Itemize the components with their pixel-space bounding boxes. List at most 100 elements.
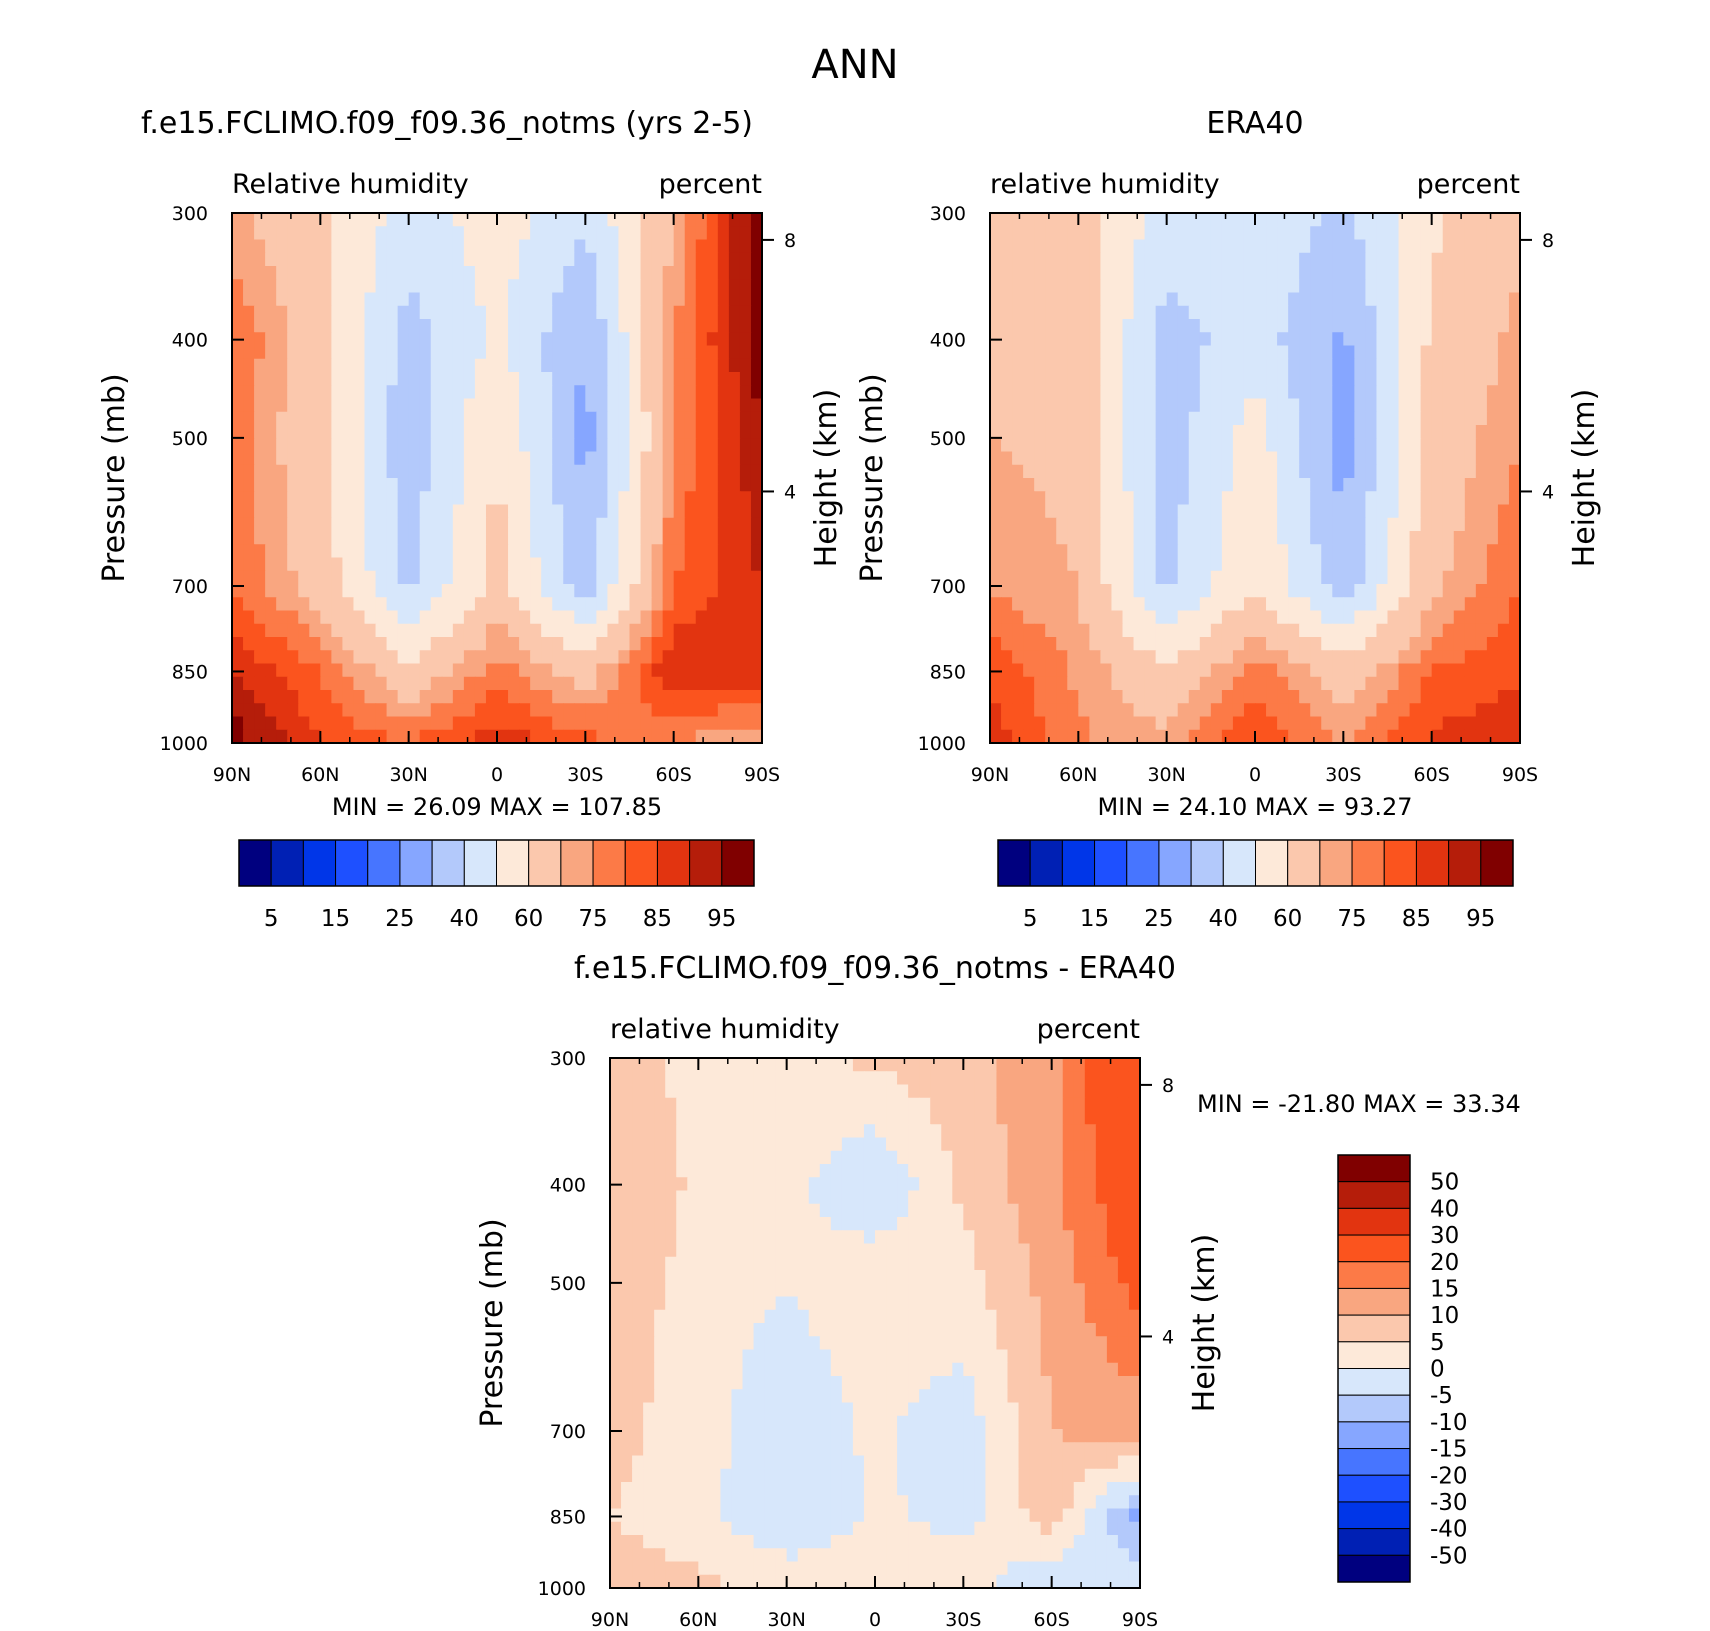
contour-cell [1354,372,1367,386]
contour-cell [265,451,277,466]
contour-cell [331,478,344,492]
contour-cell [1387,703,1400,718]
contour-cell [563,478,575,492]
contour-cell [1188,637,1201,651]
contour-cell [298,438,310,453]
contour-cell [1310,531,1322,545]
contour-cell [1420,425,1433,439]
contour-cell [1431,610,1444,625]
contour-cell [530,491,542,506]
contour-cell [254,345,266,360]
contour-cell [1277,332,1289,347]
contour-cell [342,279,355,294]
contour-cell [563,451,575,466]
contour-cell [1310,239,1322,254]
contour-cell [717,438,730,453]
contour-cell [996,1111,1009,1125]
contour-cell [1073,1071,1086,1086]
contour-cell [1210,319,1223,333]
contour-cell [1034,239,1046,254]
contour-cell [1210,584,1223,598]
contour-cell [739,464,752,479]
contour-cell [1453,279,1466,294]
contour-cell [629,464,642,479]
contour-cell [1155,411,1168,426]
contour-cell [596,504,609,519]
contour-cell [530,305,542,320]
contour-cell [750,372,763,386]
contour-cell [1221,411,1234,426]
contour-cell [1387,544,1400,559]
contour-cell [1475,544,1488,559]
contour-cell [1078,676,1090,691]
contour-cell [908,1124,920,1139]
contour-cell [1365,504,1378,519]
contour-cell [709,1217,722,1231]
contour-cell [750,345,763,360]
contour-cell [1023,226,1035,241]
contour-cell [320,491,332,506]
contour-cell [687,1217,699,1231]
contour-cell [728,584,741,598]
contour-cell [331,557,344,572]
contour-cell [1100,305,1113,320]
contour-cell [320,305,332,320]
contour-cell [841,1164,854,1178]
contour-cell [841,1124,854,1139]
contour-cell [1332,425,1344,439]
contour-cell [596,557,609,572]
contour-cell [1299,305,1311,320]
contour-cell [990,557,1002,572]
contour-cell [287,676,299,691]
contour-cell [750,544,763,559]
contour-cell [1310,266,1322,280]
contour-cell [441,663,454,678]
x-tick-label: 0 [1249,764,1261,786]
contour-cell [673,570,686,585]
contour-cell [629,398,642,413]
contour-cell [753,1323,766,1337]
contour-cell [750,690,763,704]
contour-cell [1111,716,1124,731]
contour-cell [1420,637,1433,651]
contour-cell [651,623,664,638]
contour-cell [819,1164,832,1178]
contour-cell [419,358,432,373]
contour-cell [452,292,465,307]
contour-cell [419,663,432,678]
contour-cell [1018,1256,1031,1271]
contour-cell [651,663,664,678]
contour-cell [610,1111,622,1125]
contour-cell [386,570,399,585]
contour-cell [596,239,609,254]
contour-cell [1288,385,1300,400]
contour-cell [397,663,410,678]
contour-cell [1332,491,1344,506]
contour-cell [254,491,266,506]
contour-cell [419,637,432,651]
contour-cell [353,451,366,466]
contour-cell [1188,252,1201,267]
contour-cell [963,1071,975,1086]
contour-cell [1277,544,1289,559]
contour-cell [1078,703,1090,718]
contour-cell [287,239,299,254]
contour-cell [1106,1124,1119,1139]
contour-cell [665,1058,677,1072]
contour-cell [863,1137,876,1152]
contour-cell [1409,464,1422,479]
contour-cell [673,597,686,612]
contour-cell [1089,584,1102,598]
contour-cell [1221,557,1234,572]
contour-cell [1133,517,1146,532]
contour-cell [841,1270,854,1284]
contour-cell [408,438,421,453]
contour-cell [1420,398,1433,413]
contour-cell [786,1124,799,1139]
contour-cell [397,504,410,519]
contour-cell [941,1203,953,1218]
contour-cell [706,557,719,572]
contour-cell [1277,213,1289,227]
contour-cell [1210,239,1223,254]
contour-cell [709,1111,722,1125]
